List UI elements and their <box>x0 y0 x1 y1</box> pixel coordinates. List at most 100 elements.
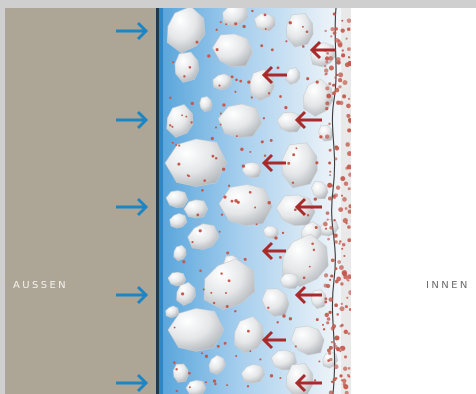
particle <box>262 117 266 120</box>
edge-particle <box>341 53 346 58</box>
edge-particle <box>347 27 351 31</box>
edge-particle <box>344 305 348 309</box>
arrow-left-icon <box>261 241 286 261</box>
edge-particle <box>328 345 333 350</box>
stone <box>311 181 329 200</box>
particle <box>188 386 191 389</box>
edge-particle <box>347 332 351 335</box>
interior-space <box>351 8 476 394</box>
edge-particle <box>347 187 351 191</box>
particle <box>223 195 227 199</box>
stone <box>240 364 266 384</box>
stone <box>176 281 196 306</box>
particle <box>276 321 279 324</box>
particle <box>226 251 230 255</box>
particle <box>322 323 324 326</box>
edge-particle <box>338 85 342 89</box>
edge-particle <box>325 86 330 91</box>
edge-particle <box>347 225 351 229</box>
particle <box>235 78 238 82</box>
particle <box>249 350 252 353</box>
particle <box>207 54 211 58</box>
particle <box>306 77 310 81</box>
edge-particle <box>324 56 330 61</box>
edge-particle <box>338 72 344 78</box>
particle <box>169 124 172 127</box>
arrow-right-icon <box>116 197 149 217</box>
edge-particle <box>334 145 339 149</box>
particle <box>172 61 175 64</box>
particle <box>221 167 226 171</box>
edge-particle <box>338 207 344 213</box>
edge-particle <box>347 238 352 243</box>
edge-particle <box>336 276 342 282</box>
particle <box>284 106 288 110</box>
stone <box>254 13 276 32</box>
stone <box>166 8 206 54</box>
particle <box>234 199 238 203</box>
edge-particle <box>346 164 352 170</box>
particle <box>177 162 181 166</box>
particle <box>211 154 215 158</box>
particle <box>313 379 317 382</box>
particle <box>205 381 207 384</box>
particle <box>235 135 238 138</box>
edge-particle <box>340 302 343 305</box>
edge-particle <box>339 324 343 328</box>
arrow-left-icon <box>294 110 322 130</box>
particle <box>287 161 291 165</box>
label-inside: INNEN <box>426 280 470 291</box>
particle <box>203 179 206 182</box>
stone <box>212 33 253 67</box>
stone <box>270 349 298 371</box>
edge-particle <box>330 326 335 331</box>
stone <box>261 288 290 317</box>
stone <box>286 13 314 48</box>
edge-particle <box>342 80 348 86</box>
particle <box>181 114 184 117</box>
edge-particle <box>332 91 336 96</box>
edge-particle <box>328 65 334 71</box>
edge-particle <box>340 176 346 182</box>
particle <box>239 79 243 83</box>
edge-particle <box>347 97 351 100</box>
edge-particle <box>334 27 338 31</box>
particle <box>249 150 252 153</box>
particle <box>330 274 334 278</box>
edge-particle <box>329 170 332 173</box>
arrow-left-icon <box>294 373 322 393</box>
edge-particle <box>328 196 332 201</box>
particle <box>210 291 213 294</box>
particle <box>181 292 185 296</box>
edge-particle <box>336 313 340 316</box>
particle <box>173 326 176 329</box>
edge-particle <box>323 273 329 278</box>
edge-particle <box>339 306 345 312</box>
edge-particle <box>332 31 337 35</box>
edge-particle <box>330 35 333 38</box>
particle <box>178 144 181 147</box>
particle <box>311 242 314 246</box>
particle <box>248 190 252 194</box>
particle <box>215 28 218 31</box>
particle <box>212 379 217 383</box>
particle <box>196 213 200 217</box>
particle <box>195 40 199 44</box>
particle <box>220 213 224 216</box>
edge-particle <box>327 348 331 353</box>
edge-particle <box>323 221 328 227</box>
edge-particle <box>333 233 338 238</box>
particle <box>260 140 264 144</box>
particle <box>279 95 282 98</box>
edge-particle <box>336 100 341 105</box>
stone <box>166 104 194 138</box>
particle <box>247 80 251 84</box>
particle <box>315 161 319 165</box>
edge-particle <box>342 378 347 383</box>
particle <box>185 115 188 118</box>
edge-particle <box>331 380 335 384</box>
edge-particle <box>335 377 338 380</box>
edge-particle <box>325 60 329 64</box>
edge-particle <box>328 148 332 152</box>
particle <box>173 361 176 364</box>
